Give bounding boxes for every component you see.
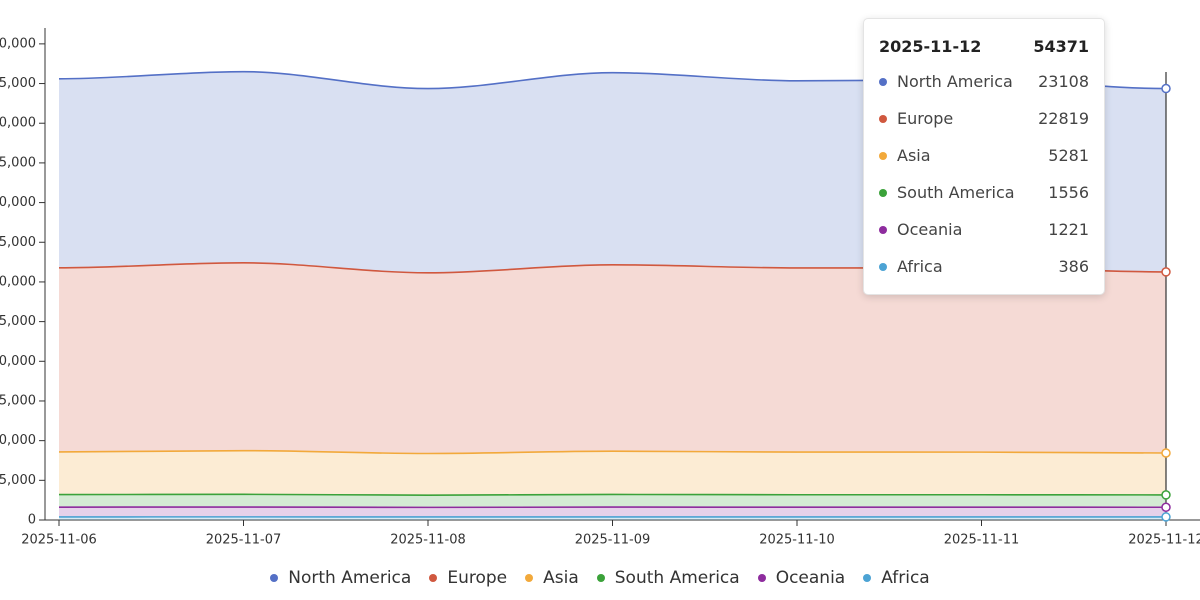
x-tick-label: 2025-11-07 — [206, 533, 282, 548]
tooltip-row: South America 1556 — [879, 174, 1089, 211]
legend-item[interactable]: Europe — [429, 568, 507, 588]
legend-label: North America — [288, 568, 412, 588]
y-tick-label: 15,000 — [0, 393, 36, 408]
hover-marker — [1161, 502, 1171, 512]
legend-dot — [270, 574, 279, 582]
y-tick-label: 30,000 — [0, 274, 36, 289]
tooltip-dot — [879, 262, 887, 271]
tooltip-row: Oceania 1221 — [879, 211, 1089, 248]
legend-dot — [429, 574, 438, 582]
tooltip-name: Europe — [897, 109, 954, 128]
area — [59, 507, 1166, 517]
y-tick-label: 60,000 — [0, 36, 36, 51]
y-tick-label: 45,000 — [0, 155, 36, 170]
legend-item[interactable]: South America — [596, 568, 740, 588]
tooltip: 2025-11-12 54371 North America 23108 Europe 2… — [863, 18, 1105, 295]
legend-label: Africa — [881, 568, 930, 588]
legend-label: Asia — [543, 568, 579, 588]
tooltip-dot — [879, 151, 887, 160]
y-tick-label: 5,000 — [0, 473, 36, 488]
tooltip-date: 2025-11-12 — [879, 36, 982, 56]
markers — [1161, 83, 1171, 522]
legend-item[interactable]: North America — [270, 568, 411, 588]
area-line — [58, 449, 1167, 455]
tooltip-dot — [879, 77, 887, 86]
hover-marker — [1161, 448, 1171, 458]
y-tick-label: 50,000 — [0, 116, 36, 131]
area — [59, 450, 1166, 496]
legend-label: Europe — [447, 568, 508, 588]
hover-marker — [1161, 512, 1171, 522]
tooltip-name: North America — [897, 72, 1013, 91]
legend-dot — [863, 574, 872, 582]
tooltip-value: 386 — [1058, 257, 1089, 276]
legend-label: Oceania — [775, 568, 846, 588]
legend-item[interactable]: Oceania — [757, 568, 846, 588]
y-tick-label: 40,000 — [0, 195, 36, 210]
tooltip-name: Oceania — [897, 220, 963, 239]
tooltip-row: North America 23108 — [879, 63, 1089, 100]
area — [59, 494, 1166, 508]
x-tick-label: 2025-11-06 — [21, 533, 97, 548]
legend: North America Europe Asia South America Ocea… — [0, 568, 1200, 588]
area-line — [58, 493, 1167, 496]
legend-item[interactable]: Africa — [863, 568, 930, 588]
tooltip-name: Asia — [897, 146, 931, 165]
tooltip-dot — [879, 114, 887, 123]
y-tick-label: 25,000 — [0, 314, 36, 329]
legend-dot — [525, 574, 534, 582]
tooltip-value: 1556 — [1048, 183, 1089, 202]
y-tick-label: 55,000 — [0, 76, 36, 91]
tooltip-row: Europe 22819 — [879, 100, 1089, 137]
y-tick-label: 0 — [28, 513, 36, 528]
y-tick-label: 35,000 — [0, 235, 36, 250]
tooltip-dot — [879, 188, 887, 197]
y-tick-label: 10,000 — [0, 433, 36, 448]
x-tick-label: 2025-11-10 — [759, 533, 835, 548]
tooltip-dot — [879, 225, 887, 234]
x-tick-label: 2025-11-09 — [575, 533, 651, 548]
legend-label: South America — [614, 568, 740, 588]
x-tick-label: 2025-11-08 — [390, 533, 466, 548]
hover-marker — [1161, 267, 1171, 277]
y-tick-label: 20,000 — [0, 354, 36, 369]
tooltip-value: 5281 — [1048, 146, 1089, 165]
x-tick-label: 2025-11-11 — [944, 533, 1020, 548]
tooltip-name: Africa — [897, 257, 943, 276]
hover-marker — [1161, 83, 1171, 94]
tooltip-total: 54371 — [1033, 36, 1089, 56]
hover-marker — [1161, 490, 1171, 500]
tooltip-value: 23108 — [1038, 72, 1089, 91]
tooltip-value: 1221 — [1048, 220, 1089, 239]
x-tick-label: 2025-11-12 — [1128, 533, 1200, 548]
legend-item[interactable]: Asia — [525, 568, 579, 588]
tooltip-row: Africa 386 — [879, 248, 1089, 285]
legend-dot — [596, 574, 605, 582]
tooltip-header: 2025-11-12 54371 — [879, 29, 1089, 63]
tooltip-value: 22819 — [1038, 109, 1089, 128]
area — [59, 262, 1166, 454]
legend-dot — [757, 574, 766, 582]
tooltip-row: Asia 5281 — [879, 137, 1089, 174]
tooltip-name: South America — [897, 183, 1015, 202]
